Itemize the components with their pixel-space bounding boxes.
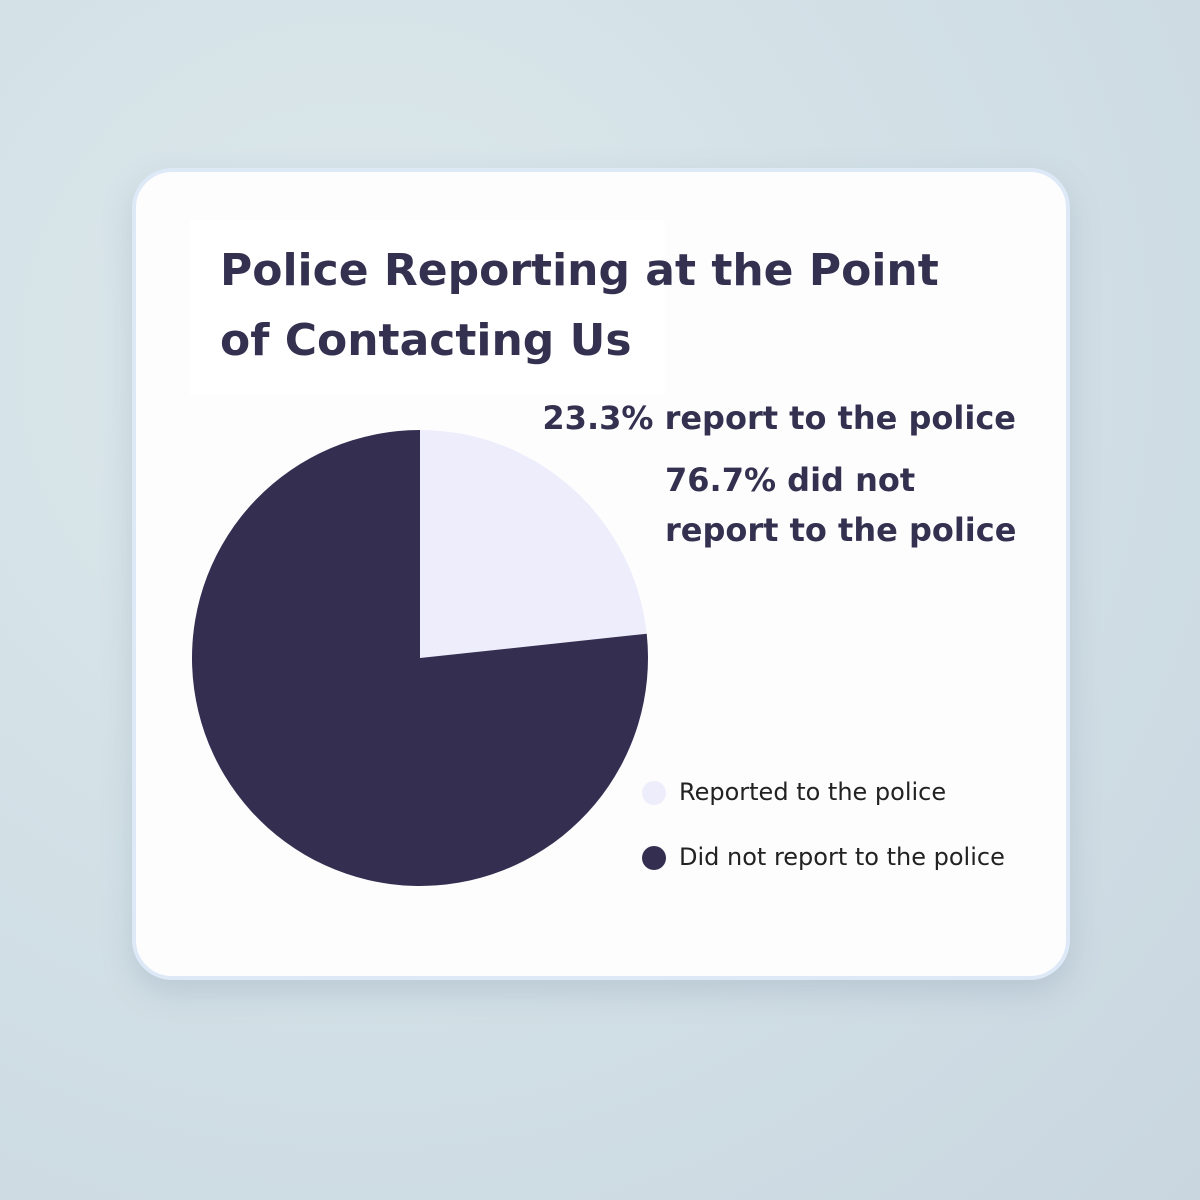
legend-swatch — [642, 846, 666, 870]
pie-slice — [191, 430, 648, 886]
pie-slice — [420, 430, 647, 658]
value-label: 23.3% report to the police — [542, 399, 1016, 437]
value-label: 76.7% did not report to the police — [665, 461, 1017, 549]
legend-label: Reported to the police — [679, 778, 946, 806]
title-box — [190, 220, 665, 395]
chart-title: Police Reporting at the Point of Contact… — [220, 245, 939, 366]
legend-label: Did not report to the police — [679, 843, 1005, 871]
legend-swatch — [642, 781, 666, 805]
